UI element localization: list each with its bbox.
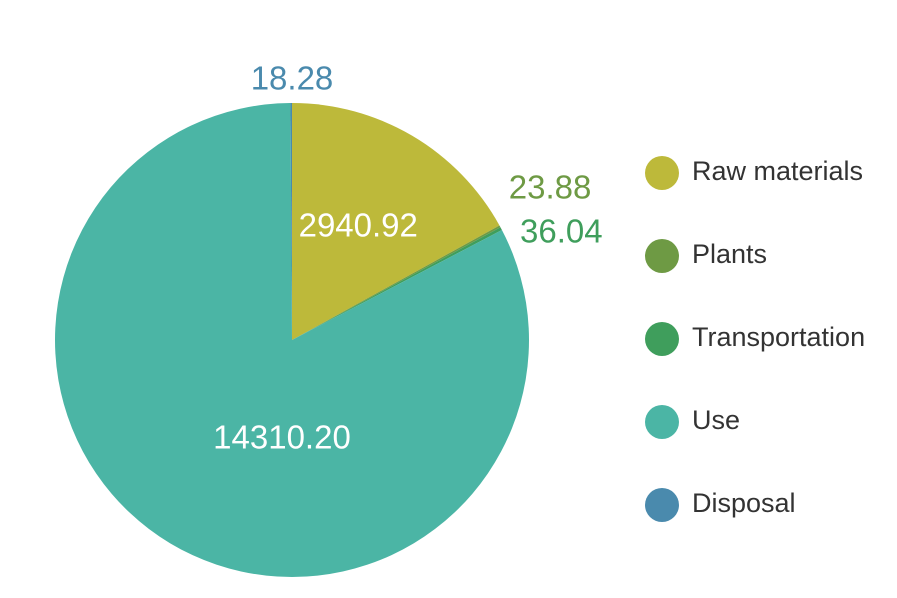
legend-marker [645,239,679,273]
pie-slice [290,103,292,340]
value-label: 23.88 [509,168,592,205]
legend-label: Plants [692,239,767,269]
pie-slice [292,103,500,340]
legend-label: Transportation [692,322,865,352]
value-label: 18.28 [251,60,334,97]
legend-marker [645,322,679,356]
legend-marker [645,488,679,522]
legend-marker [645,156,679,190]
pie-slice [54,103,529,577]
legend-marker [645,405,679,439]
value-label: 14310.20 [213,419,351,456]
legend-label: Use [692,405,740,435]
legend-label: Raw materials [692,156,863,186]
pie-slice [292,227,502,340]
value-label: 36.04 [520,213,603,250]
legend-label: Disposal [692,488,796,518]
value-label: 2940.92 [299,206,418,243]
pie-slice [292,225,501,340]
